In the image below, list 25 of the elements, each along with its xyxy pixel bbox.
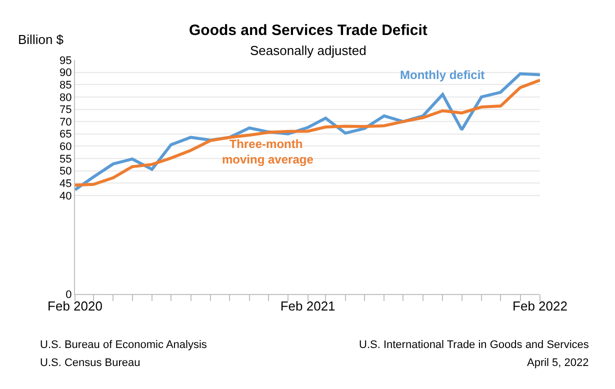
y-tick-label: 50 <box>60 166 72 178</box>
x-tick-label: Feb 2021 <box>280 298 336 314</box>
y-tick-label: 95 <box>60 54 72 67</box>
y-tick-label: 85 <box>60 79 72 92</box>
y-tick-label: 90 <box>60 67 72 80</box>
y-axis-title: Billion $ <box>18 32 64 47</box>
y-tick-label: 55 <box>60 153 72 166</box>
chart-subtitle: Seasonally adjusted <box>250 43 366 58</box>
y-tick-label: 65 <box>60 128 72 141</box>
x-tick-label: Feb 2022 <box>512 298 568 314</box>
chart-title: Goods and Services Trade Deficit <box>189 22 428 39</box>
text: U.S. Bureau of Economic Analysis <box>40 339 208 351</box>
y-tick-label: 40 <box>60 190 72 202</box>
y-tick-label: 0 <box>66 288 72 301</box>
y-tick-label: 60 <box>60 141 72 154</box>
text: U.S. International Trade in Goods and Services <box>359 339 590 351</box>
x-tick-label: Feb 2020 <box>48 298 102 314</box>
y-tick-label: 80 <box>60 92 72 104</box>
y-tick-label: 70 <box>60 116 72 128</box>
series-label: Three-month moving average <box>222 137 314 167</box>
text: April 5, 2022 <box>527 357 589 369</box>
y-tick-label: 75 <box>60 104 72 116</box>
y-tick-label: 45 <box>60 178 72 190</box>
text: U.S. Census Bureau <box>40 357 140 369</box>
series-label: Monthly deficit <box>400 68 485 82</box>
